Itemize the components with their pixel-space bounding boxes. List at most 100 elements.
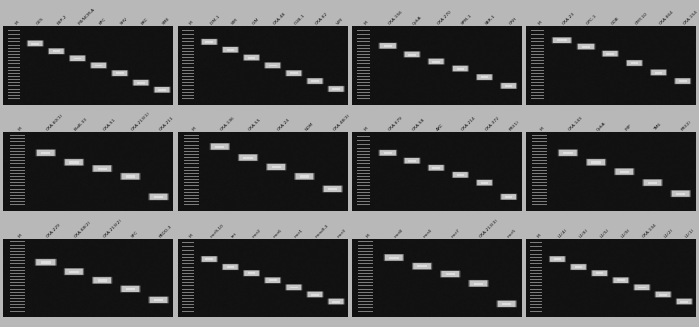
Bar	[10, 145, 25, 146]
Text: SPM-1: SPM-1	[461, 13, 473, 26]
Text: OXA-270: OXA-270	[436, 9, 452, 26]
Bar	[10, 142, 25, 143]
FancyBboxPatch shape	[296, 173, 313, 180]
Bar	[31, 43, 39, 44]
FancyBboxPatch shape	[656, 292, 670, 297]
Bar	[502, 303, 511, 305]
Bar	[357, 85, 370, 86]
Bar	[531, 250, 542, 251]
Bar	[596, 272, 603, 274]
Bar	[10, 245, 25, 246]
FancyBboxPatch shape	[384, 254, 404, 261]
Bar	[206, 258, 213, 260]
Bar	[8, 34, 20, 35]
Text: SME: SME	[162, 16, 171, 26]
Bar	[358, 273, 373, 274]
Bar	[532, 189, 547, 190]
Bar	[184, 192, 199, 193]
Text: L1(2): L1(2)	[663, 228, 674, 238]
FancyBboxPatch shape	[154, 87, 171, 93]
Bar	[184, 176, 199, 177]
FancyBboxPatch shape	[266, 278, 280, 283]
FancyBboxPatch shape	[477, 180, 492, 185]
Text: L1(4): L1(4)	[557, 228, 568, 238]
Bar	[357, 92, 370, 93]
FancyBboxPatch shape	[570, 264, 587, 270]
Bar	[10, 260, 25, 261]
FancyBboxPatch shape	[120, 173, 140, 180]
Text: M: M	[536, 233, 542, 238]
Bar	[182, 34, 194, 35]
Bar	[357, 201, 370, 202]
FancyBboxPatch shape	[559, 150, 577, 156]
Bar	[206, 41, 213, 43]
Bar	[182, 89, 194, 90]
Bar	[531, 276, 542, 277]
FancyBboxPatch shape	[675, 78, 691, 84]
Bar	[182, 311, 194, 312]
Bar	[269, 64, 277, 66]
Bar	[8, 73, 20, 74]
Bar	[357, 57, 370, 58]
FancyBboxPatch shape	[477, 75, 492, 80]
FancyBboxPatch shape	[328, 86, 345, 92]
FancyBboxPatch shape	[675, 78, 690, 84]
Bar	[8, 95, 20, 96]
Text: OXA-211: OXA-211	[159, 116, 175, 132]
Bar	[357, 185, 370, 186]
Bar	[532, 151, 547, 152]
Bar	[10, 279, 25, 280]
FancyBboxPatch shape	[244, 55, 259, 60]
FancyBboxPatch shape	[92, 165, 113, 172]
FancyBboxPatch shape	[501, 83, 516, 89]
Bar	[311, 80, 319, 82]
Bar	[182, 276, 194, 277]
Bar	[182, 48, 194, 49]
FancyBboxPatch shape	[28, 41, 43, 46]
FancyBboxPatch shape	[65, 159, 83, 165]
Bar	[358, 279, 373, 280]
Bar	[332, 301, 340, 302]
Text: GES: GES	[35, 17, 44, 26]
Bar	[10, 264, 25, 265]
Bar	[357, 48, 370, 49]
FancyBboxPatch shape	[655, 291, 672, 298]
Bar	[358, 251, 373, 252]
Bar	[357, 79, 370, 80]
Bar	[456, 174, 464, 176]
Text: TM6: TM6	[653, 123, 662, 132]
Bar	[10, 182, 25, 183]
Bar	[182, 98, 194, 99]
Bar	[182, 79, 194, 80]
Bar	[531, 76, 545, 77]
FancyBboxPatch shape	[498, 301, 516, 307]
Bar	[182, 298, 194, 299]
Bar	[10, 160, 25, 161]
Bar	[184, 182, 199, 183]
Text: M: M	[188, 233, 194, 238]
Bar	[531, 38, 545, 39]
FancyBboxPatch shape	[642, 179, 663, 186]
Text: SHV: SHV	[120, 17, 129, 26]
FancyBboxPatch shape	[93, 165, 111, 172]
Text: OXA-213(1): OXA-213(1)	[130, 112, 151, 132]
Bar	[531, 295, 542, 296]
Bar	[184, 195, 199, 196]
FancyBboxPatch shape	[635, 285, 649, 290]
FancyBboxPatch shape	[440, 270, 461, 278]
Bar	[357, 54, 370, 55]
Bar	[8, 79, 20, 80]
Bar	[184, 166, 199, 168]
Text: SIM: SIM	[231, 17, 239, 26]
FancyBboxPatch shape	[385, 254, 403, 261]
Bar	[357, 89, 370, 90]
FancyBboxPatch shape	[90, 62, 107, 69]
FancyBboxPatch shape	[287, 285, 301, 290]
Bar	[357, 95, 370, 96]
Bar	[8, 51, 20, 52]
Bar	[531, 98, 545, 99]
FancyBboxPatch shape	[453, 172, 468, 178]
Bar	[357, 173, 370, 174]
Bar	[182, 44, 194, 46]
Bar	[10, 157, 25, 158]
